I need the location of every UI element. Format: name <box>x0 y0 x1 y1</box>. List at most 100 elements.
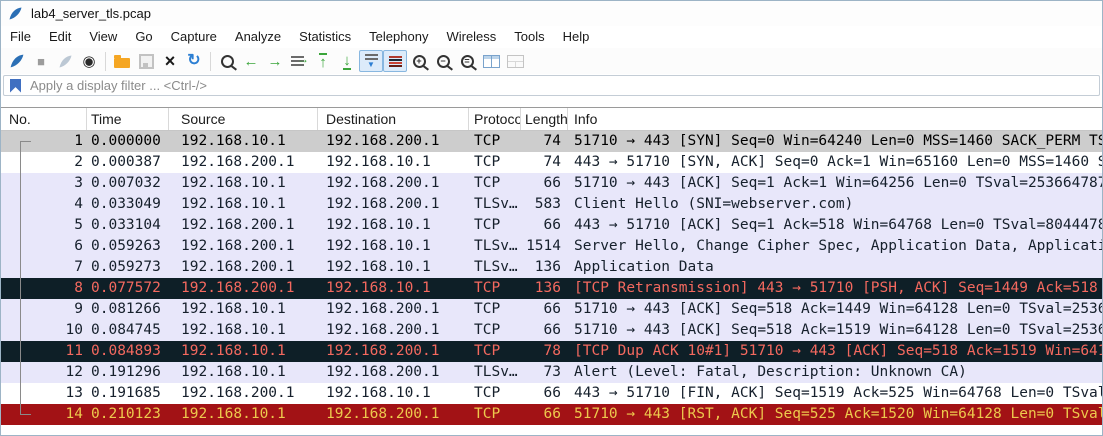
column-header-destination[interactable]: Destination <box>318 108 469 130</box>
packet-destination: 192.168.200.1 <box>326 322 440 338</box>
close-file-button[interactable]: × <box>158 50 182 72</box>
packet-number: 1 <box>1 131 87 152</box>
stream-bracket <box>20 299 31 320</box>
menu-edit[interactable]: Edit <box>48 29 72 44</box>
packet-row[interactable]: 11 0.084893 192.168.10.1 192.168.200.1 T… <box>1 341 1102 362</box>
restart-capture-button[interactable] <box>53 50 77 72</box>
find-packet-button[interactable] <box>215 50 239 72</box>
packet-row[interactable]: 2 0.000387 192.168.200.1 192.168.10.1 TC… <box>1 152 1102 173</box>
column-header-info[interactable]: Info <box>574 111 598 127</box>
menu-wireless[interactable]: Wireless <box>446 29 497 44</box>
shark-fin-gray-icon <box>59 55 71 67</box>
display-filter-input[interactable] <box>28 77 1099 94</box>
packet-source: 192.168.10.1 <box>181 196 286 212</box>
open-file-button[interactable] <box>110 50 134 72</box>
stream-bracket <box>20 362 31 383</box>
colorize-icon <box>388 55 402 67</box>
packet-protocol: TCP <box>474 175 501 191</box>
start-capture-button[interactable] <box>5 50 29 72</box>
column-header-time[interactable]: Time <box>87 108 169 130</box>
packet-time: 0.000387 <box>91 154 161 170</box>
reload-file-button[interactable]: ↻ <box>182 50 206 72</box>
menu-capture[interactable]: Capture <box>170 29 217 44</box>
go-to-bottom-button[interactable]: ↓ <box>335 50 359 72</box>
save-file-button[interactable] <box>134 50 158 72</box>
packet-row[interactable]: 7 0.059273 192.168.200.1 192.168.10.1 TL… <box>1 257 1102 278</box>
packet-source: 192.168.10.1 <box>181 322 286 338</box>
go-to-packet-button[interactable]: → <box>287 50 311 72</box>
menu-analyze[interactable]: Analyze <box>234 29 282 44</box>
packet-row[interactable]: 4 0.033049 192.168.10.1 192.168.200.1 TL… <box>1 194 1102 215</box>
menu-file[interactable]: File <box>10 29 31 44</box>
column-header-protocol[interactable]: Protocol <box>469 108 521 130</box>
column-header-no[interactable]: No. <box>1 108 87 130</box>
go-back-button[interactable]: ← <box>239 50 263 72</box>
menu-help[interactable]: Help <box>562 29 590 44</box>
packet-row[interactable]: 1 0.000000 192.168.10.1 192.168.200.1 TC… <box>1 131 1102 152</box>
packet-list: 1 0.000000 192.168.10.1 192.168.200.1 TC… <box>1 131 1102 435</box>
stream-bracket <box>20 173 31 194</box>
packet-protocol: TCP <box>474 301 501 317</box>
bookmark-icon[interactable] <box>10 78 21 93</box>
go-to-top-button[interactable]: ↑ <box>311 50 335 72</box>
stream-bracket <box>20 215 31 236</box>
resize-columns-button[interactable] <box>479 50 503 72</box>
packet-protocol: TLSv… <box>474 196 518 212</box>
packet-protocol: TCP <box>474 154 501 170</box>
stream-bracket <box>20 152 31 173</box>
packet-time: 0.210123 <box>91 406 161 422</box>
column-header-length[interactable]: Length <box>521 108 568 130</box>
packet-destination: 192.168.10.1 <box>326 238 431 254</box>
packet-protocol: TLSv… <box>474 238 518 254</box>
shark-fin-icon <box>10 54 24 68</box>
capture-options-button[interactable]: ◉ <box>77 50 101 72</box>
menu-tools[interactable]: Tools <box>514 29 545 44</box>
packet-row[interactable]: 12 0.191296 192.168.10.1 192.168.200.1 T… <box>1 362 1102 383</box>
packet-time: 0.033049 <box>91 196 161 212</box>
zoom-in-icon: + <box>412 54 426 68</box>
stop-capture-button[interactable]: ■ <box>29 50 53 72</box>
packet-time: 0.077572 <box>91 280 161 296</box>
packet-destination: 192.168.200.1 <box>326 196 440 212</box>
packet-row[interactable]: 8 0.077572 192.168.200.1 192.168.10.1 TC… <box>1 278 1102 299</box>
packet-info: [TCP Dup ACK 10#1] 51710 → 443 [ACK] Seq… <box>574 343 1102 359</box>
packet-protocol: TLSv… <box>474 259 518 275</box>
menu-go[interactable]: Go <box>135 29 153 44</box>
column-header-source[interactable]: Source <box>169 108 318 130</box>
packet-row[interactable]: 3 0.007032 192.168.10.1 192.168.200.1 TC… <box>1 173 1102 194</box>
arrow-right-icon: → <box>297 52 309 66</box>
packet-row[interactable]: 10 0.084745 192.168.10.1 192.168.200.1 T… <box>1 320 1102 341</box>
packet-source: 192.168.10.1 <box>181 364 286 380</box>
packet-time: 0.191296 <box>91 364 161 380</box>
lines-glyph <box>291 56 304 66</box>
zoom-in-button[interactable]: + <box>407 50 431 72</box>
packet-destination: 192.168.10.1 <box>326 385 431 401</box>
main-toolbar: ■ ◉ × ↻ ← → → ↑ ↓ ▼ + − = <box>1 48 1102 74</box>
packet-row[interactable]: 6 0.059263 192.168.200.1 192.168.10.1 TL… <box>1 236 1102 257</box>
packet-info: 51710 → 443 [SYN] Seq=0 Win=64240 Len=0 … <box>574 133 1102 149</box>
packet-protocol: TCP <box>474 385 501 401</box>
packet-row[interactable]: 14 0.210123 192.168.10.1 192.168.200.1 T… <box>1 404 1102 425</box>
packet-protocol: TCP <box>474 217 501 233</box>
auto-scroll-toggle[interactable]: ▼ <box>359 50 383 72</box>
arrow-top-icon: ↑ <box>319 52 327 71</box>
packet-length: 74 <box>543 133 561 149</box>
colorize-toggle[interactable] <box>383 50 407 72</box>
menu-telephony[interactable]: Telephony <box>369 29 429 44</box>
packet-row[interactable]: 13 0.191685 192.168.200.1 192.168.10.1 T… <box>1 383 1102 404</box>
packet-info: 443 → 51710 [SYN, ACK] Seq=0 Ack=1 Win=6… <box>574 154 1102 170</box>
zoom-out-button[interactable]: − <box>431 50 455 72</box>
zoom-reset-button[interactable]: = <box>455 50 479 72</box>
menu-view[interactable]: View <box>89 29 118 44</box>
go-forward-button[interactable]: → <box>263 50 287 72</box>
menu-statistics[interactable]: Statistics <box>299 29 352 44</box>
packet-row[interactable]: 5 0.033104 192.168.200.1 192.168.10.1 TC… <box>1 215 1102 236</box>
packet-destination: 192.168.200.1 <box>326 133 440 149</box>
layout-button[interactable] <box>503 50 527 72</box>
zoom-reset-icon: = <box>460 54 474 68</box>
packet-row[interactable]: 9 0.081266 192.168.10.1 192.168.200.1 TC… <box>1 299 1102 320</box>
stream-bracket <box>20 383 31 404</box>
packet-destination: 192.168.200.1 <box>326 175 440 191</box>
packet-info: [TCP Retransmission] 443 → 51710 [PSH, A… <box>574 280 1102 296</box>
